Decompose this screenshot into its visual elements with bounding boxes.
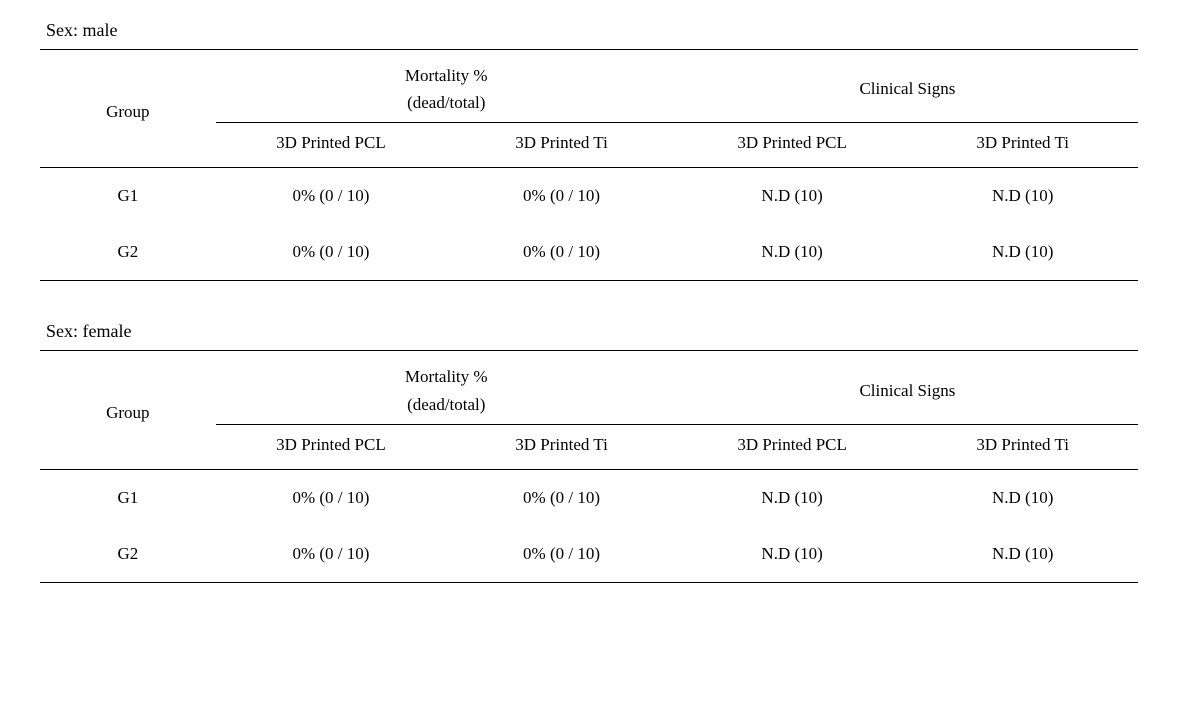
section-male: Sex: male Group Mortality % (dead/total)… — [40, 20, 1138, 281]
cell-c-ti: N.D (10) — [907, 526, 1138, 583]
cell-m-pcl: 0% (0 / 10) — [216, 469, 447, 526]
cell-group: G2 — [40, 224, 216, 281]
table-male: Group Mortality % (dead/total) Clinical … — [40, 49, 1138, 281]
cell-c-ti: N.D (10) — [907, 224, 1138, 281]
cell-c-ti: N.D (10) — [907, 168, 1138, 225]
cell-c-ti: N.D (10) — [907, 469, 1138, 526]
sub-m-pcl: 3D Printed PCL — [216, 424, 447, 469]
cell-c-pcl: N.D (10) — [677, 168, 908, 225]
cell-m-pcl: 0% (0 / 10) — [216, 224, 447, 281]
cell-c-pcl: N.D (10) — [677, 469, 908, 526]
table-head-male: Group Mortality % (dead/total) Clinical … — [40, 50, 1138, 168]
table-head-female: Group Mortality % (dead/total) Clinical … — [40, 351, 1138, 469]
table-row: G2 0% (0 / 10) 0% (0 / 10) N.D (10) N.D … — [40, 224, 1138, 281]
section-female: Sex: female Group Mortality % (dead/tota… — [40, 321, 1138, 582]
sub-c-pcl: 3D Printed PCL — [677, 424, 908, 469]
table-row: G1 0% (0 / 10) 0% (0 / 10) N.D (10) N.D … — [40, 469, 1138, 526]
sub-m-ti: 3D Printed Ti — [446, 123, 677, 168]
table-row: G2 0% (0 / 10) 0% (0 / 10) N.D (10) N.D … — [40, 526, 1138, 583]
cell-c-pcl: N.D (10) — [677, 224, 908, 281]
header-row-1: Group Mortality % (dead/total) Clinical … — [40, 351, 1138, 424]
col-mortality: Mortality % (dead/total) — [216, 351, 677, 424]
cell-group: G2 — [40, 526, 216, 583]
sub-c-pcl: 3D Printed PCL — [677, 123, 908, 168]
sex-label-female: Sex: female — [40, 321, 1138, 342]
col-group: Group — [40, 50, 216, 168]
cell-m-pcl: 0% (0 / 10) — [216, 526, 447, 583]
sex-label-male: Sex: male — [40, 20, 1138, 41]
sub-m-ti: 3D Printed Ti — [446, 424, 677, 469]
sub-c-ti: 3D Printed Ti — [907, 123, 1138, 168]
table-body-female: G1 0% (0 / 10) 0% (0 / 10) N.D (10) N.D … — [40, 469, 1138, 582]
sub-m-pcl: 3D Printed PCL — [216, 123, 447, 168]
col-clinical: Clinical Signs — [677, 50, 1138, 123]
cell-m-ti: 0% (0 / 10) — [446, 168, 677, 225]
cell-m-pcl: 0% (0 / 10) — [216, 168, 447, 225]
col-mortality: Mortality % (dead/total) — [216, 50, 677, 123]
cell-m-ti: 0% (0 / 10) — [446, 469, 677, 526]
table-female: Group Mortality % (dead/total) Clinical … — [40, 350, 1138, 582]
col-group: Group — [40, 351, 216, 469]
cell-m-ti: 0% (0 / 10) — [446, 526, 677, 583]
cell-m-ti: 0% (0 / 10) — [446, 224, 677, 281]
cell-c-pcl: N.D (10) — [677, 526, 908, 583]
cell-group: G1 — [40, 168, 216, 225]
table-body-male: G1 0% (0 / 10) 0% (0 / 10) N.D (10) N.D … — [40, 168, 1138, 281]
header-row-1: Group Mortality % (dead/total) Clinical … — [40, 50, 1138, 123]
table-row: G1 0% (0 / 10) 0% (0 / 10) N.D (10) N.D … — [40, 168, 1138, 225]
sub-c-ti: 3D Printed Ti — [907, 424, 1138, 469]
cell-group: G1 — [40, 469, 216, 526]
col-clinical: Clinical Signs — [677, 351, 1138, 424]
